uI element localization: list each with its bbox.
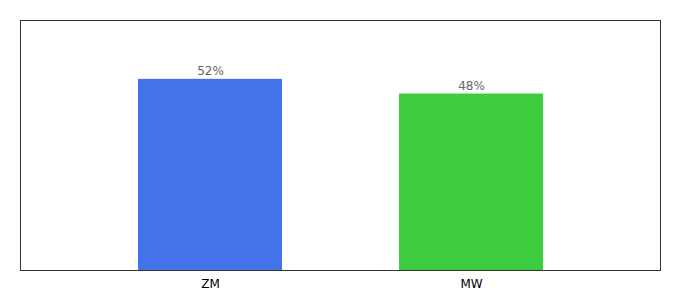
- svg-text:MW: MW: [460, 277, 482, 291]
- svg-text:52%: 52%: [197, 64, 224, 78]
- svg-text:48%: 48%: [458, 79, 485, 93]
- svg-text:ZM: ZM: [201, 277, 220, 291]
